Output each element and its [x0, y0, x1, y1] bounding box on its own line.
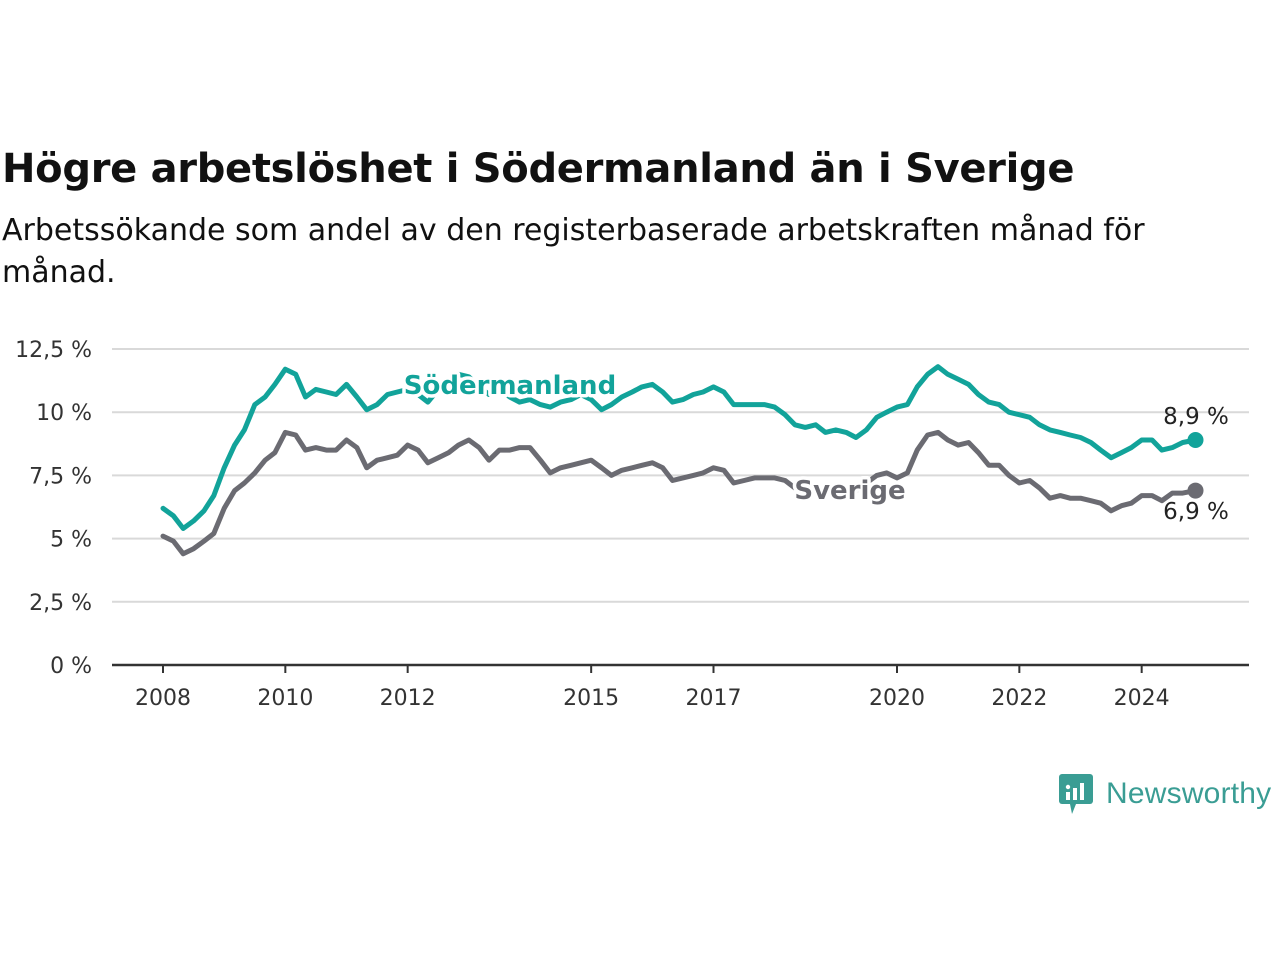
- x-tick-label: 2010: [257, 686, 313, 711]
- series-endpoint-södermanland: [1187, 432, 1204, 449]
- x-tick-label: 2022: [991, 686, 1047, 711]
- y-tick-label: 7,5 %: [29, 464, 92, 489]
- series-line-södermanland: [160, 364, 1198, 531]
- series-line-sverige: [160, 429, 1198, 557]
- x-tick-label: 2008: [135, 686, 191, 711]
- series-endpoint-sverige: [1187, 482, 1204, 499]
- chart-title: Högre arbetslöshet i Södermanland än i S…: [2, 146, 1075, 192]
- end-value-label: 8,9 %: [1163, 404, 1229, 430]
- series-label-sverige: Sverige: [794, 476, 905, 506]
- newsworthy-brand[interactable]: Newsworthy: [1058, 772, 1271, 816]
- chart-subtitle: Arbetssökande som andel av den registerb…: [2, 213, 1145, 290]
- end-value-label: 6,9 %: [1163, 499, 1229, 525]
- y-tick-label: 5 %: [50, 528, 92, 553]
- y-tick-label: 2,5 %: [29, 591, 92, 616]
- series-label-södermanland: Södermanland: [404, 371, 616, 401]
- series-label-halo: Sverige: [794, 476, 905, 506]
- x-tick-label: 2017: [686, 686, 742, 711]
- brand-name: Newsworthy: [1106, 777, 1272, 810]
- newsworthy-logo-icon: [1059, 774, 1093, 814]
- x-axis-ticks: 2008 2010 2012 2015 2017 2020 2022 2024: [135, 665, 1170, 711]
- y-axis-ticks: 0 % 2,5 % 5 % 7,5 % 10 % 12,5 %: [15, 338, 92, 679]
- y-tick-label: 0 %: [50, 654, 92, 679]
- series-lines: [160, 364, 1204, 557]
- series-label-halo: Södermanland: [404, 371, 616, 401]
- x-tick-label: 2020: [869, 686, 925, 711]
- y-tick-label: 12,5 %: [15, 338, 92, 363]
- y-tick-label: 10 %: [36, 401, 92, 426]
- x-tick-label: 2024: [1114, 686, 1170, 711]
- x-tick-label: 2015: [563, 686, 619, 711]
- series-labels: SödermanlandSödermanlandSverigeSverige8,…: [400, 368, 1229, 526]
- x-tick-label: 2012: [380, 686, 436, 711]
- gridlines: [112, 348, 1249, 603]
